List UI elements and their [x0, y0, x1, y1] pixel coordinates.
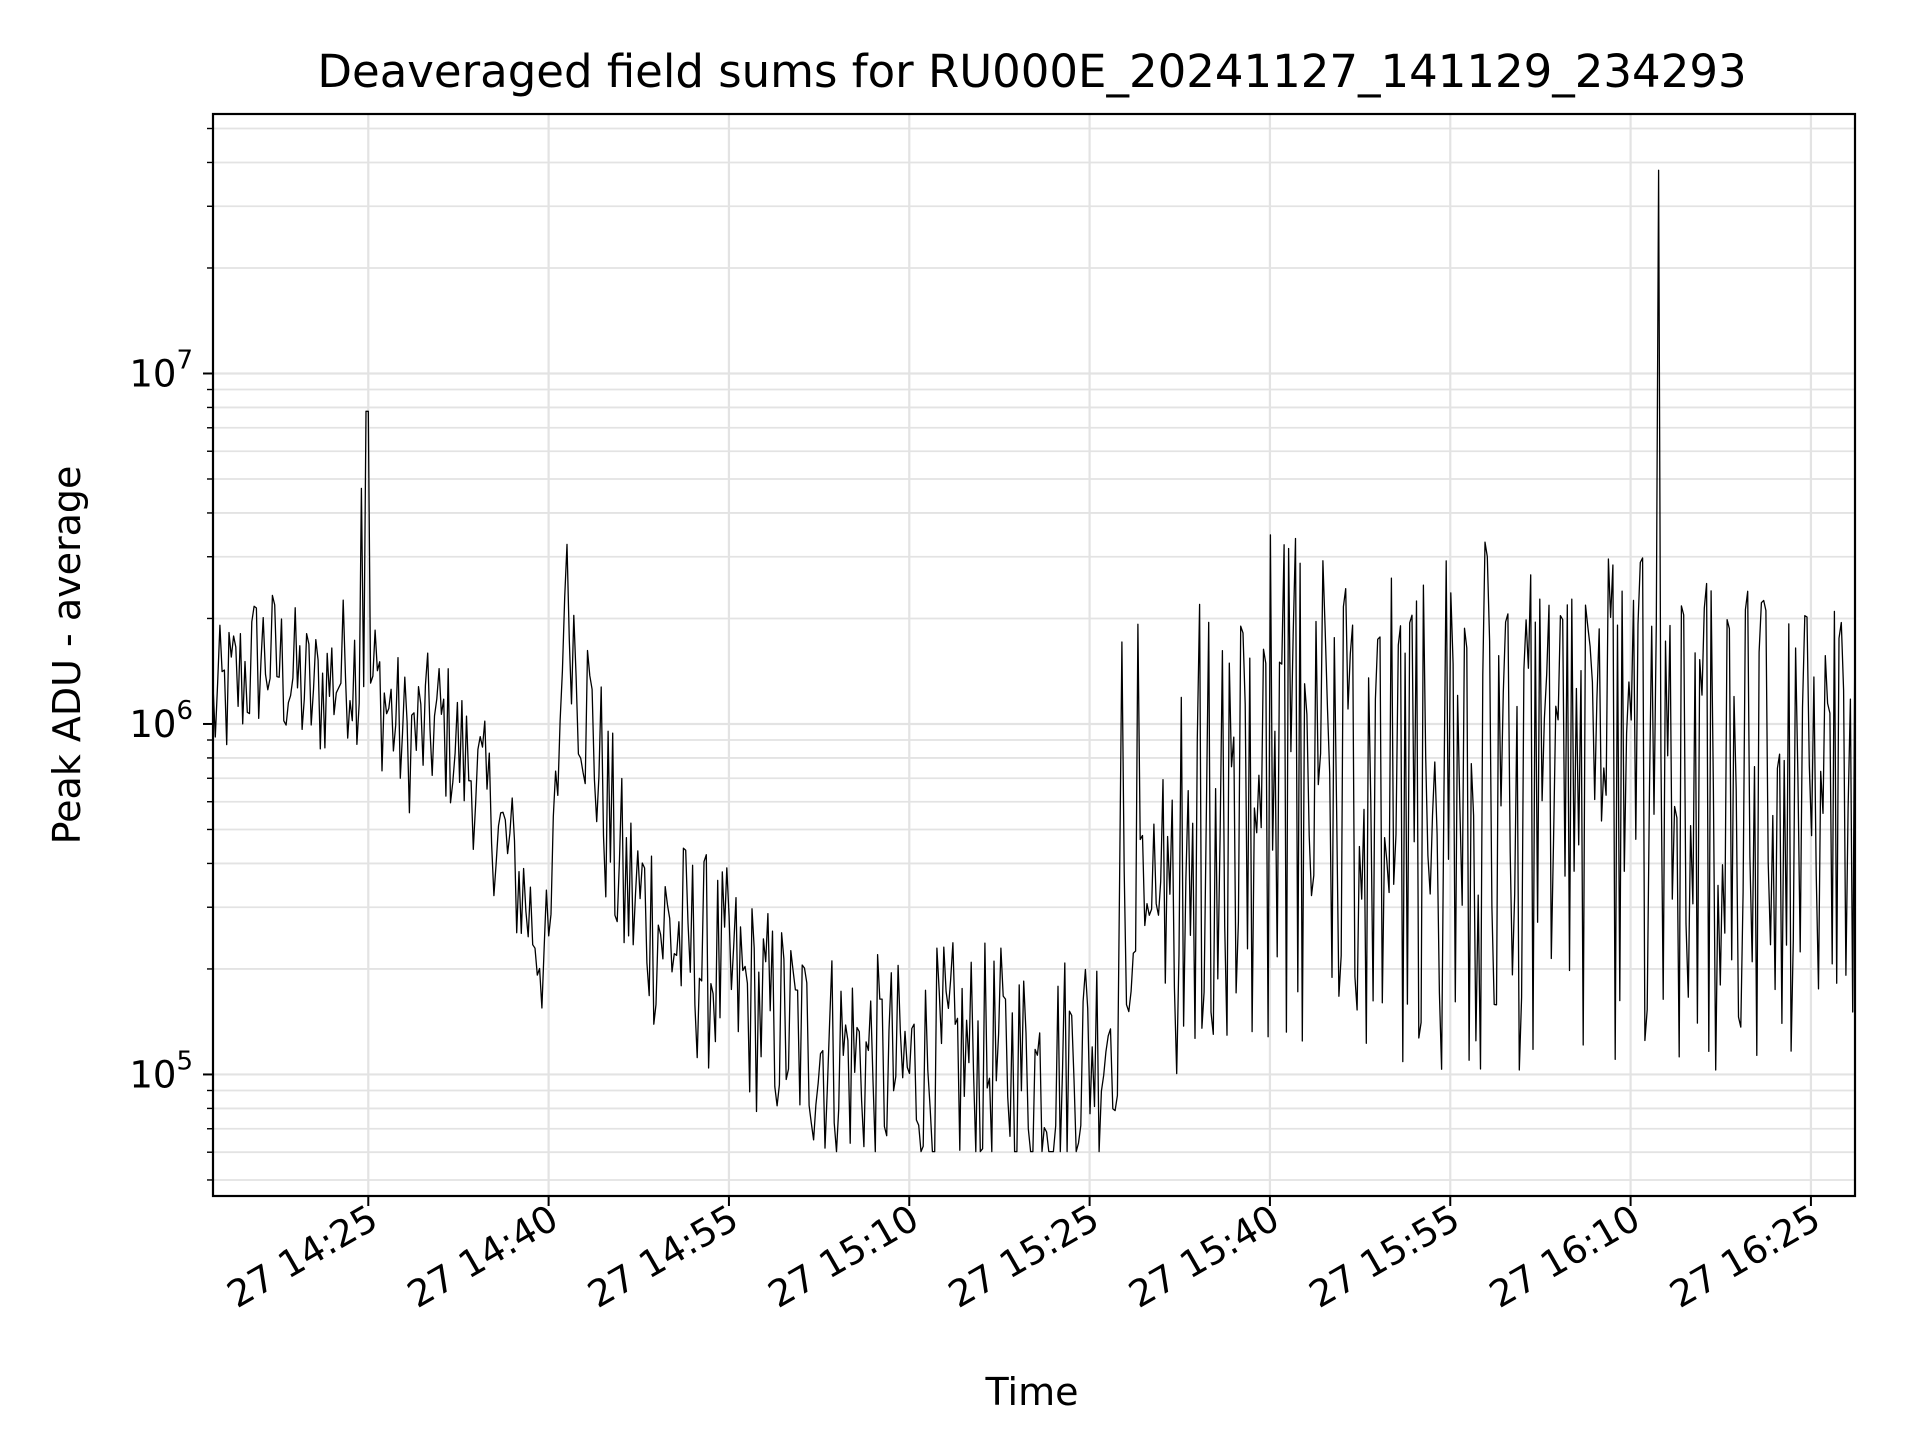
x-axis-label: Time — [985, 1370, 1079, 1414]
chart-title: Deaveraged field sums for RU000E_2024112… — [317, 45, 1746, 98]
y-axis: 105 106 107 — [129, 127, 213, 1181]
y-tick-label: 106 — [129, 696, 193, 746]
y-tick-label: 105 — [129, 1046, 193, 1096]
plot-frame — [211, 112, 1857, 1198]
y-tick-label: 107 — [129, 345, 193, 395]
y-axis-label: Peak ADU - average — [45, 466, 89, 845]
series-line — [212, 169, 1856, 1153]
data-series — [212, 169, 1856, 1153]
